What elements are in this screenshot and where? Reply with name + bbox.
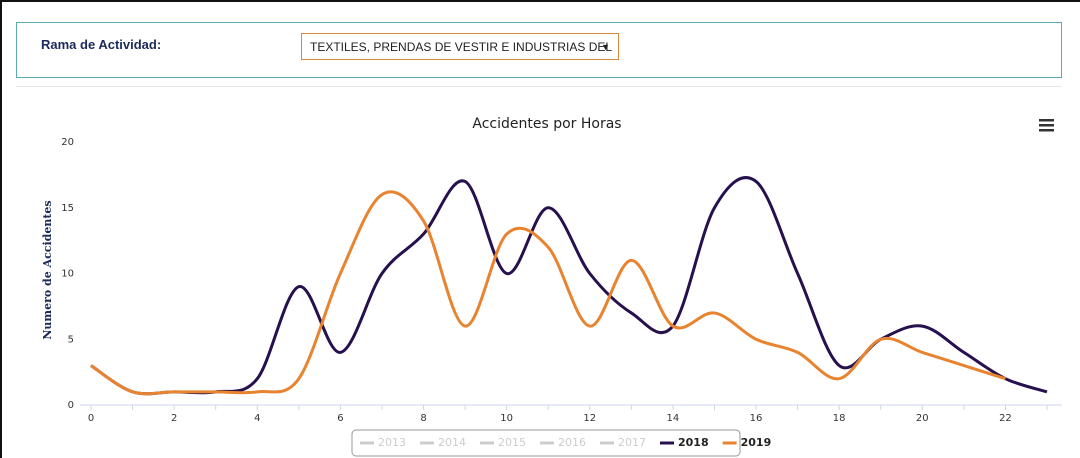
x-tick-label: 14 bbox=[667, 413, 680, 424]
legend-label[interactable]: 2015 bbox=[498, 436, 526, 449]
menu-icon[interactable] bbox=[1039, 119, 1054, 132]
x-tick-label: 4 bbox=[254, 413, 260, 424]
select-value: TEXTILES, PRENDAS DE VESTIR E INDUSTRIAS… bbox=[310, 40, 613, 54]
legend-label[interactable]: 2019 bbox=[741, 436, 772, 449]
legend-box bbox=[351, 429, 741, 457]
y-tick-label: 15 bbox=[61, 203, 74, 214]
separator bbox=[16, 86, 1062, 87]
y-tick-label: 20 bbox=[61, 137, 74, 148]
chart-title: Accidentes por Horas bbox=[472, 116, 621, 132]
legend-label[interactable]: 2018 bbox=[678, 436, 709, 449]
x-tick-label: 10 bbox=[500, 413, 513, 424]
x-tick-label: 12 bbox=[583, 413, 596, 424]
y-tick-label: 10 bbox=[61, 269, 74, 280]
y-tick-label: 5 bbox=[68, 334, 74, 345]
series-line bbox=[90, 190, 1006, 396]
x-tick-label: 18 bbox=[833, 413, 846, 424]
x-tick-label: 16 bbox=[750, 413, 763, 424]
filter-panel: Rama de Actividad: TEXTILES, PRENDAS DE … bbox=[16, 22, 1062, 78]
x-tick-label: 8 bbox=[420, 413, 426, 424]
legend-label[interactable]: 2013 bbox=[378, 436, 406, 449]
x-tick-label: 0 bbox=[88, 413, 94, 424]
y-tick-label: 0 bbox=[68, 400, 74, 411]
x-tick-label: 2 bbox=[171, 413, 177, 424]
x-tick-label: 6 bbox=[337, 413, 343, 424]
legend-label[interactable]: 2017 bbox=[618, 436, 646, 449]
legend-label[interactable]: 2014 bbox=[438, 436, 466, 449]
filter-label: Rama de Actividad: bbox=[41, 37, 162, 52]
x-tick-label: 20 bbox=[916, 413, 929, 424]
legend-label[interactable]: 2016 bbox=[558, 436, 586, 449]
activity-select[interactable]: TEXTILES, PRENDAS DE VESTIR E INDUSTRIAS… bbox=[301, 33, 619, 60]
select-arrow: ▼ bbox=[601, 42, 610, 52]
series-line bbox=[90, 176, 1048, 396]
x-tick-label: 22 bbox=[999, 413, 1012, 424]
y-axis-title: Numero de Accidentes bbox=[41, 200, 54, 339]
